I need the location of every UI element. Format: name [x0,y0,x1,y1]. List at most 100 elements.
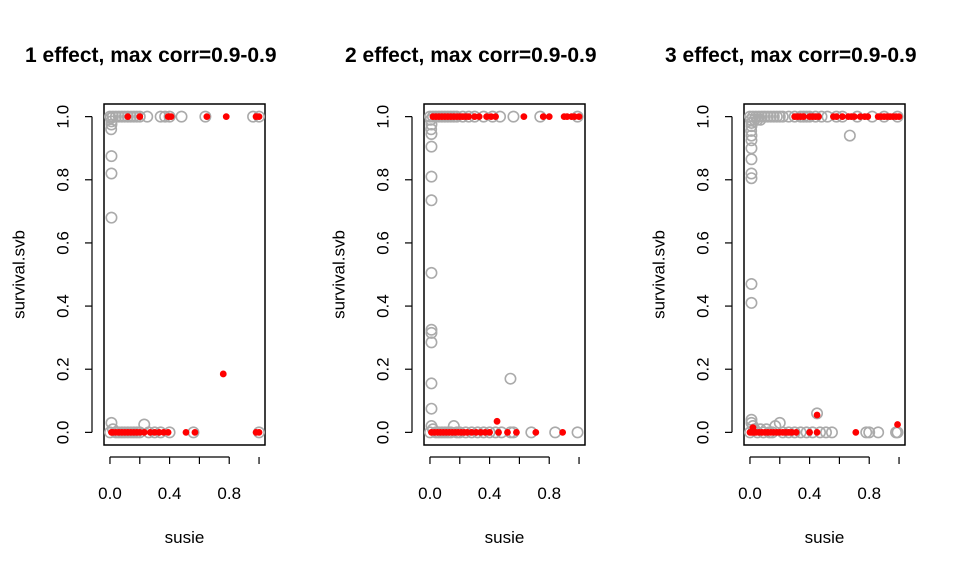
point-causal [813,411,821,419]
x-axis-label: susie [805,528,845,547]
point-null [571,426,584,439]
panel-3: 3 effect, max corr=0.9-0.9 0.0 0.4 0.8 susie… [649,44,916,547]
series-filled-dot [428,113,583,436]
point-null [872,426,885,439]
y-axis: 0.0 0.2 0.4 0.6 0.8 1.0 [53,105,93,445]
point-null [163,110,176,123]
series-filled-dot [108,113,263,436]
point-causal [492,113,499,121]
point-null [199,110,212,123]
point-null [745,124,758,137]
x-tick-label: 0.0 [738,484,762,503]
panel-2: 2 effect, max corr=0.9-0.9 0.0 0.4 0.8 susie… [329,44,596,547]
y-axis-label: survival.svb [329,230,348,319]
point-causal [203,113,211,121]
point-causal [164,428,172,436]
point-causal [800,113,808,121]
point-null [425,377,438,390]
point-causal [255,428,263,436]
point-causal [124,113,132,121]
point-null [825,426,838,439]
plot-frame [423,103,586,446]
y-tick-label: 0.2 [373,357,392,381]
y-tick-label: 0.0 [373,421,392,445]
y-tick-label: 0.0 [53,421,72,445]
point-null [745,277,758,290]
point-null [776,110,789,123]
x-axis: 0.0 0.4 0.8 [418,456,580,503]
point-null [425,336,438,349]
point-causal [465,113,473,121]
point-causal [222,113,230,121]
point-null [425,170,438,183]
point-causal [140,428,148,436]
point-causal [850,113,858,121]
y-axis-label: survival.svb [9,230,28,319]
x-axis-label: susie [165,528,205,547]
point-null [425,402,438,415]
panel-title: 2 effect, max corr=0.9-0.9 [345,44,597,67]
point-null [175,110,188,123]
point-null [425,140,438,153]
point-null [745,129,758,142]
point-causal [559,428,567,436]
point-causal [191,428,199,436]
point-causal [475,113,483,121]
x-tick-label: 0.8 [857,484,881,503]
point-null [819,426,832,439]
panel-title: 1 effect, max corr=0.9-0.9 [25,44,277,67]
point-causal [495,428,502,436]
point-causal [838,113,846,121]
y-tick-label: 0.0 [693,421,712,445]
series-filled-dot [746,113,903,436]
y-tick-label: 1.0 [373,105,392,129]
y-tick-label: 0.6 [53,231,72,255]
point-null [425,326,438,339]
panel-1: 1 effect, max corr=0.9-0.9 0.0 0.4 0.8 susie… [9,44,276,547]
point-causal [513,428,520,436]
point-null [105,167,118,180]
x-tick-label: 0.4 [798,484,822,503]
plot-frame [743,103,906,446]
point-null [745,172,758,185]
point-null [105,150,118,163]
point-causal [833,113,840,121]
y-axis: 0.0 0.2 0.4 0.6 0.8 1.0 [373,105,413,445]
y-tick-label: 1.0 [693,105,712,129]
point-causal [504,428,511,436]
y-tick-label: 0.4 [53,294,72,318]
plot-frame [103,103,266,446]
point-causal [255,113,263,121]
y-tick-label: 0.8 [53,168,72,192]
y-tick-label: 0.2 [693,357,712,381]
point-null [425,323,438,336]
point-null [745,167,758,180]
point-null [105,211,118,224]
x-tick-label: 0.0 [418,484,442,503]
panel-title: 3 effect, max corr=0.9-0.9 [665,44,917,67]
point-null [745,134,758,147]
y-tick-label: 0.2 [53,357,72,381]
point-causal [532,428,540,436]
y-tick-label: 0.6 [693,231,712,255]
point-causal [894,421,901,428]
point-null [425,123,438,136]
point-null [105,416,118,429]
x-axis: 0.0 0.4 0.8 [98,456,260,503]
point-null [504,372,517,385]
x-tick-label: 0.4 [478,484,502,503]
x-tick-label: 0.8 [217,484,241,503]
y-axis-label: survival.svb [649,230,668,319]
point-causal [815,113,822,121]
point-causal [539,113,547,121]
point-null [811,407,824,420]
point-causal [864,113,872,121]
point-causal [813,428,821,436]
x-tick-label: 0.0 [98,484,122,503]
point-null [863,426,876,439]
point-causal [520,113,528,121]
y-tick-label: 1.0 [53,105,72,129]
